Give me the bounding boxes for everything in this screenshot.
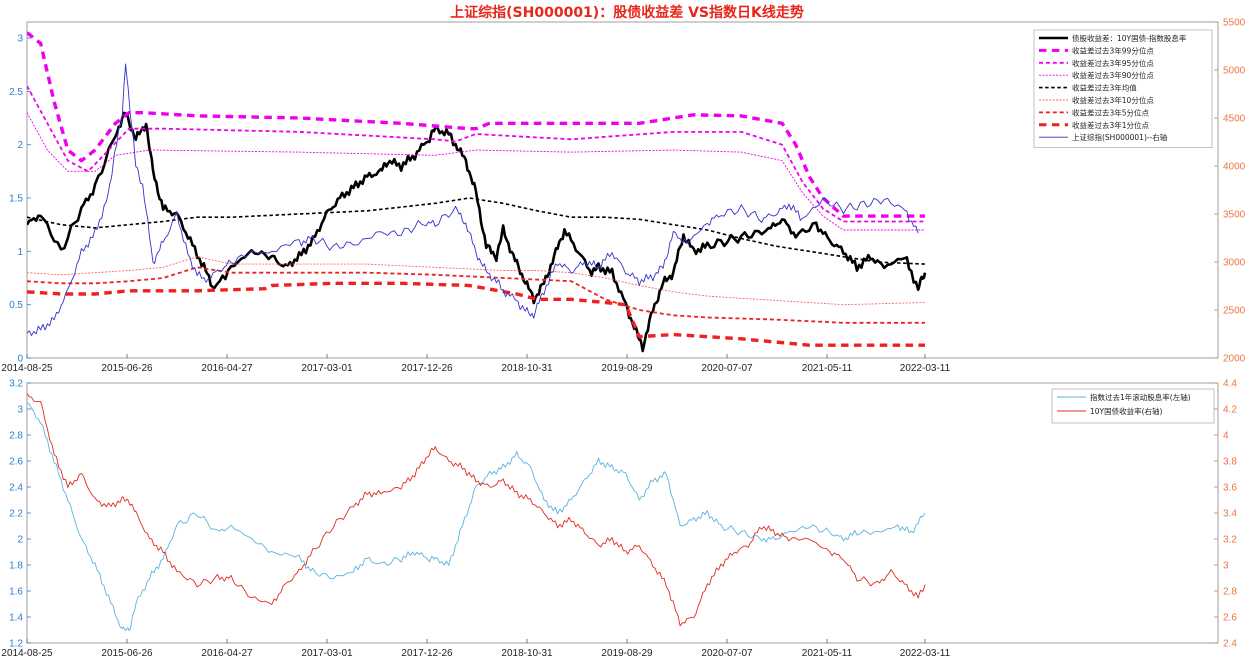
- legend-label: 收益差过去3年5分位点: [1072, 107, 1150, 117]
- left-tick-label: 0: [17, 354, 23, 365]
- legend-label: 收益差过去3年90分位点: [1072, 70, 1154, 80]
- legend-label: 收益差过去3年99分位点: [1072, 45, 1154, 55]
- left-tick-label: 3: [17, 405, 23, 416]
- left-tick-label: 2.6: [9, 457, 23, 468]
- right-tick-label: 3: [1223, 561, 1229, 572]
- right-tick-label: 3000: [1223, 258, 1246, 269]
- x-tick-label: 2019-08-29: [601, 648, 653, 659]
- left-tick-label: 2.8: [9, 431, 23, 442]
- right-tick-label: 3.4: [1223, 509, 1237, 520]
- x-tick-label: 2019-08-29: [601, 363, 653, 374]
- left-tick-label: 1.2: [9, 639, 23, 650]
- x-tick-label: 2014-08-25: [1, 363, 53, 374]
- left-tick-label: 2.4: [9, 483, 23, 494]
- left-tick-label: 1.5: [9, 194, 23, 205]
- legend-label: 指数过去1年滚动股息率(左轴): [1090, 392, 1191, 402]
- plot-area: [26, 21, 1219, 359]
- right-tick-label: 4: [1223, 431, 1229, 442]
- right-tick-label: 3.8: [1223, 457, 1237, 468]
- x-tick-label: 2021-05-11: [802, 648, 853, 659]
- left-tick-label: 3: [17, 34, 23, 45]
- series-line: [27, 402, 926, 632]
- series-line: [27, 197, 926, 265]
- legend-label: 10Y国债收益率(右轴): [1090, 406, 1163, 416]
- legend-label: 债股收益差：10Y国债-指数股息率: [1072, 33, 1187, 43]
- x-tick-label: 2017-03-01: [301, 648, 353, 659]
- right-tick-label: 2.8: [1223, 587, 1237, 598]
- legend-label: 收益差过去3年95分位点: [1072, 58, 1154, 68]
- series-line: [27, 256, 926, 306]
- chart-title: 上证综指(SH000001)：股债收益差 VS指数日K线走势: [450, 5, 804, 21]
- series-line: [27, 281, 925, 347]
- plot-area: [26, 382, 1219, 644]
- x-tick-label: 2014-08-25: [1, 648, 53, 659]
- x-tick-label: 2017-03-01: [301, 363, 353, 374]
- right-tick-label: 2.4: [1223, 639, 1237, 650]
- left-tick-label: 2.2: [9, 509, 23, 520]
- right-tick-label: 4500: [1223, 114, 1246, 125]
- panel-1: 0 0.5 1 1.5 2 2.5 3 2000 2500 3000 3500 4000 4500 500…: [1, 18, 1245, 375]
- right-tick-label: 4.4: [1223, 379, 1237, 390]
- x-tick-label: 2022-03-11: [900, 648, 951, 659]
- right-tick-label: 2500: [1223, 306, 1246, 317]
- legend-box: [1033, 29, 1213, 148]
- left-tick-label: 2: [17, 140, 23, 151]
- right-tick-label: 2.6: [1223, 613, 1237, 624]
- panel-2: 1.2 1.4 1.6 1.8 2 2.2 2.4 2.6 2.8 3 3.2 2.4 2.6 2.8 3 3…: [1, 379, 1237, 660]
- x-tick-label: 2015-06-26: [101, 363, 153, 374]
- series-line: [27, 266, 925, 324]
- x-tick-label: 2015-06-26: [101, 648, 153, 659]
- right-tick-label: 4.2: [1223, 405, 1237, 416]
- x-tick-label: 2020-07-07: [701, 363, 753, 374]
- legend-label: 收益差过去3年1分位点: [1072, 120, 1150, 130]
- x-tick-label: 2017-12-26: [401, 363, 453, 374]
- left-tick-label: 1.8: [9, 561, 23, 572]
- x-tick-label: 2020-07-07: [701, 648, 753, 659]
- legend-label: 收益差过去3年均值: [1072, 83, 1137, 93]
- left-tick-label: 1.4: [9, 613, 23, 624]
- series-line: [27, 393, 926, 627]
- series-line: [27, 112, 925, 231]
- legend-label: 收益差过去3年10分位点: [1072, 95, 1154, 105]
- legend-box: [1051, 388, 1215, 424]
- right-tick-label: 3.2: [1223, 535, 1237, 546]
- right-tick-label: 5000: [1223, 66, 1246, 77]
- left-tick-label: 3.2: [9, 379, 23, 390]
- left-tick-label: 0.5: [9, 300, 23, 311]
- right-tick-label: 3.6: [1223, 483, 1237, 494]
- x-tick-label: 2016-04-27: [201, 363, 253, 374]
- series-line: [27, 63, 919, 337]
- left-tick-label: 2: [17, 535, 23, 546]
- x-tick-label: 2021-05-11: [802, 363, 853, 374]
- x-tick-label: 2018-10-31: [501, 363, 553, 374]
- right-tick-label: 2000: [1223, 354, 1246, 365]
- x-tick-label: 2018-10-31: [501, 648, 553, 659]
- x-tick-label: 2017-12-26: [401, 648, 453, 659]
- legend-label: 上证综指(SH000001)--右轴: [1072, 132, 1167, 142]
- left-tick-label: 1.6: [9, 587, 23, 598]
- right-tick-label: 5500: [1223, 18, 1246, 29]
- right-tick-label: 3500: [1223, 210, 1246, 221]
- x-tick-label: 2022-03-11: [900, 363, 951, 374]
- left-tick-label: 2.5: [9, 87, 23, 98]
- series-line: [27, 31, 925, 218]
- series-line: [27, 111, 927, 353]
- right-tick-label: 4000: [1223, 162, 1246, 173]
- left-tick-label: 1: [17, 247, 23, 258]
- x-tick-label: 2016-04-27: [201, 648, 253, 659]
